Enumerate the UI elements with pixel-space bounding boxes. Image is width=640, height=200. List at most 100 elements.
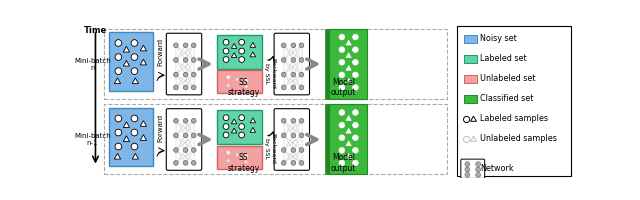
Bar <box>325 29 329 99</box>
Circle shape <box>299 148 304 152</box>
Polygon shape <box>346 128 351 133</box>
Circle shape <box>465 167 470 172</box>
Circle shape <box>299 85 304 90</box>
Circle shape <box>353 122 358 128</box>
Circle shape <box>173 43 179 48</box>
Bar <box>217 146 262 169</box>
Circle shape <box>282 85 286 90</box>
Polygon shape <box>231 43 237 48</box>
Circle shape <box>131 54 138 60</box>
Circle shape <box>353 147 358 153</box>
Circle shape <box>282 133 286 138</box>
Circle shape <box>476 172 481 177</box>
Circle shape <box>191 58 196 62</box>
Circle shape <box>173 161 179 165</box>
Text: Model
output: Model output <box>331 78 356 97</box>
Circle shape <box>339 135 345 141</box>
Bar <box>329 29 367 99</box>
Circle shape <box>291 72 296 77</box>
Circle shape <box>131 68 138 74</box>
Circle shape <box>244 79 248 83</box>
Circle shape <box>173 133 179 138</box>
Bar <box>217 110 262 144</box>
Circle shape <box>339 122 345 128</box>
Polygon shape <box>346 141 351 146</box>
Polygon shape <box>244 84 248 88</box>
Circle shape <box>476 162 481 167</box>
Bar <box>217 70 262 93</box>
Circle shape <box>339 72 345 78</box>
Polygon shape <box>124 136 129 142</box>
Circle shape <box>191 118 196 123</box>
Circle shape <box>191 133 196 138</box>
Text: Forward: Forward <box>157 38 163 66</box>
FancyBboxPatch shape <box>166 33 202 95</box>
Circle shape <box>299 58 304 62</box>
Circle shape <box>353 72 358 78</box>
Circle shape <box>173 58 179 62</box>
Polygon shape <box>346 53 351 58</box>
Circle shape <box>353 34 358 40</box>
Circle shape <box>115 40 122 46</box>
Circle shape <box>299 161 304 165</box>
Text: Model
output: Model output <box>331 153 356 173</box>
Circle shape <box>239 48 244 54</box>
Polygon shape <box>236 153 239 156</box>
Circle shape <box>282 148 286 152</box>
Circle shape <box>223 132 229 138</box>
Circle shape <box>339 47 345 53</box>
Bar <box>458 26 572 176</box>
Circle shape <box>115 115 122 122</box>
Text: Classified set: Classified set <box>481 94 534 103</box>
Circle shape <box>353 85 358 90</box>
Polygon shape <box>346 116 351 121</box>
Polygon shape <box>227 159 230 162</box>
Circle shape <box>463 116 470 123</box>
Circle shape <box>191 161 196 165</box>
Bar <box>329 104 367 174</box>
Circle shape <box>173 148 179 152</box>
FancyBboxPatch shape <box>274 33 310 95</box>
Circle shape <box>282 118 286 123</box>
Circle shape <box>131 129 138 136</box>
Circle shape <box>353 160 358 166</box>
Circle shape <box>191 85 196 90</box>
FancyBboxPatch shape <box>166 109 202 170</box>
Bar <box>104 29 447 99</box>
Circle shape <box>131 143 138 150</box>
Circle shape <box>291 58 296 62</box>
Circle shape <box>476 167 481 172</box>
Circle shape <box>115 54 122 60</box>
Circle shape <box>131 115 138 122</box>
Polygon shape <box>250 118 255 123</box>
Text: Backward
by SSL: Backward by SSL <box>264 133 275 164</box>
Circle shape <box>183 133 188 138</box>
Polygon shape <box>250 42 255 47</box>
Polygon shape <box>140 59 147 65</box>
Bar <box>104 104 447 174</box>
Bar <box>463 75 477 83</box>
Polygon shape <box>470 136 476 141</box>
Circle shape <box>282 43 286 48</box>
Circle shape <box>291 148 296 152</box>
Circle shape <box>291 133 296 138</box>
Circle shape <box>299 72 304 77</box>
Text: Unlabeled samples: Unlabeled samples <box>481 134 557 143</box>
Circle shape <box>239 132 244 138</box>
Polygon shape <box>244 160 248 163</box>
Circle shape <box>183 58 188 62</box>
Polygon shape <box>115 78 121 84</box>
Bar <box>463 95 477 103</box>
Text: Mini-batch
n: Mini-batch n <box>74 58 111 71</box>
Text: Labeled samples: Labeled samples <box>481 114 548 123</box>
Circle shape <box>465 172 470 177</box>
Text: Noisy set: Noisy set <box>481 34 517 43</box>
Circle shape <box>227 75 230 79</box>
Text: Labeled set: Labeled set <box>481 54 527 63</box>
Circle shape <box>239 39 244 45</box>
Circle shape <box>282 58 286 62</box>
Circle shape <box>173 72 179 77</box>
Polygon shape <box>115 153 121 159</box>
Circle shape <box>339 59 345 65</box>
Polygon shape <box>231 128 237 133</box>
